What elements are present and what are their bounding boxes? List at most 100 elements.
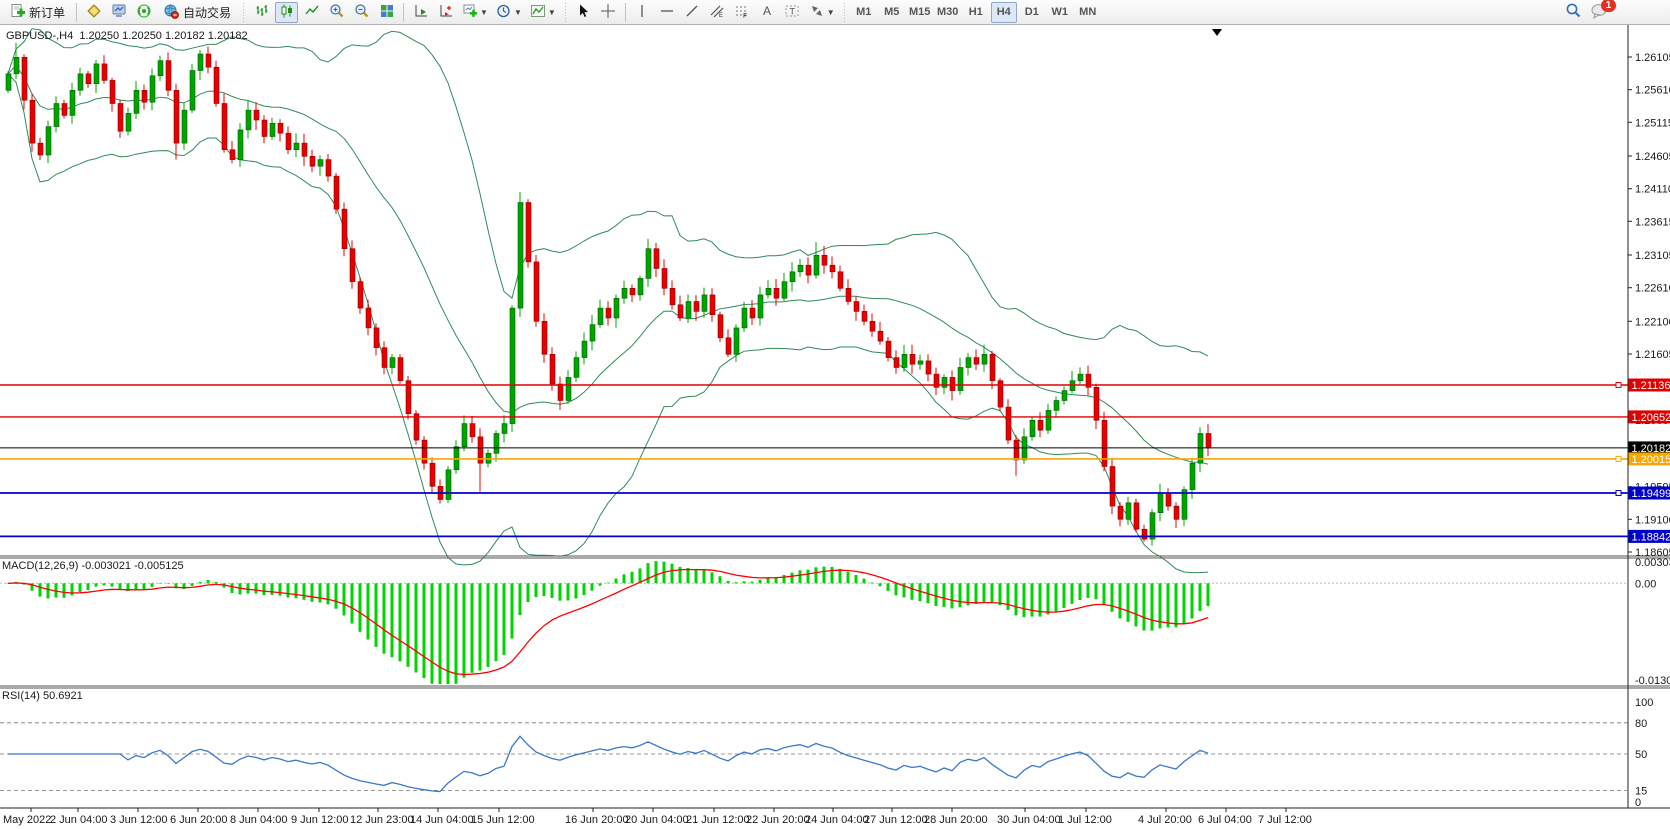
macd-histogram-bar [182, 583, 186, 590]
price-line-label-box [1628, 452, 1670, 466]
timeframe-h4[interactable]: H4 [990, 1, 1017, 23]
macd-histogram-bar [846, 571, 850, 584]
chart-header: GBPUSD-,H4 1.20250 1.20250 1.20182 1.201… [6, 30, 248, 42]
fibonacci-tool[interactable]: F [731, 2, 754, 23]
indicators-dropdown[interactable]: ▼ [527, 2, 559, 23]
trendline-tool[interactable] [681, 2, 704, 23]
macd-histogram-bar [790, 572, 794, 584]
timeframe-w1[interactable]: W1 [1051, 6, 1068, 18]
candle-body [1029, 419, 1036, 438]
candle-body [1005, 406, 1012, 441]
macd-histogram-bar [886, 583, 890, 591]
macd-histogram-bar [1038, 583, 1042, 617]
candle-body [317, 159, 324, 167]
period-dropdown[interactable]: ▼ [493, 2, 525, 23]
chart-shift-marker[interactable] [1212, 29, 1222, 36]
candle-body [533, 261, 540, 322]
new-chart-dropdown[interactable]: ▼ [459, 2, 491, 23]
chart-area[interactable]: 1.26105 1.25610 1.25115 1.24605 1.24110 1.236… [0, 25, 1670, 829]
search-button[interactable] [1562, 2, 1585, 23]
candle-body [549, 353, 556, 385]
market-watch-button[interactable] [82, 2, 105, 23]
line-chart-button[interactable] [300, 2, 323, 23]
candle-body [101, 63, 108, 81]
candle-body [1165, 492, 1172, 507]
price-line-handle[interactable] [1615, 382, 1622, 388]
macd-histogram-bar [574, 583, 578, 599]
text-label-tool[interactable]: T [781, 2, 804, 23]
tile-windows-button[interactable] [375, 2, 398, 23]
candle-body [1101, 419, 1108, 467]
price-line-label: 1.20015 [1632, 454, 1670, 466]
arrows-dropdown[interactable]: ▼ [806, 2, 838, 23]
bar-chart-button[interactable] [250, 2, 273, 23]
candle-body [253, 109, 260, 121]
macd-histogram-bar [46, 583, 50, 599]
auto-scroll-button[interactable] [409, 2, 432, 23]
price-line-handle[interactable] [1615, 490, 1622, 496]
timeframe-m1[interactable]: M1 [856, 6, 872, 18]
zoom-in-button[interactable] [325, 2, 348, 23]
crosshair-button[interactable] [597, 2, 620, 23]
macd-histogram-bar [1094, 583, 1098, 600]
timeframe-mn[interactable]: MN [1079, 6, 1097, 18]
signals-button[interactable] [132, 2, 155, 23]
timeframe-d1[interactable]: D1 [1024, 6, 1039, 18]
timeframe-m5[interactable]: M5 [884, 6, 900, 18]
new-order-button[interactable]: 新订单 [3, 2, 71, 23]
macd-histogram-bar [814, 567, 818, 584]
autotrading-button[interactable]: 自动交易 [157, 2, 237, 23]
candle-body [205, 53, 212, 68]
chart-shift-button[interactable] [434, 2, 457, 23]
horizontal-line-tool[interactable] [656, 2, 679, 23]
price-tick-label: 1.23615 [1635, 216, 1670, 228]
macd-histogram-bar [870, 582, 874, 584]
chart-canvas[interactable]: 1.26105 1.25610 1.25115 1.24605 1.24110 1.236… [0, 25, 1670, 829]
cursor-button[interactable] [572, 2, 595, 23]
macd-histogram-bar [246, 583, 250, 594]
macd-histogram-bar [414, 583, 418, 673]
candle-body [381, 347, 388, 368]
dropdown-caret: ▼ [480, 7, 488, 17]
zoom-out-button[interactable] [350, 2, 373, 23]
candle-body [613, 297, 620, 319]
candles-layer [5, 29, 1222, 546]
macd-histogram-bar [742, 581, 746, 584]
macd-histogram-bar [422, 583, 426, 679]
macd-histogram-bar [1070, 583, 1074, 604]
vertical-line-tool[interactable] [631, 2, 654, 23]
chat-button[interactable]: 1 [1587, 0, 1616, 23]
macd-histogram-bar [838, 568, 842, 584]
rsi-layer: 100 80 50 150 [0, 697, 1653, 809]
terminal-window-button[interactable] [107, 2, 130, 23]
time-tick-label: 3 Jun 12:00 [110, 814, 168, 826]
timeframe-bar: M1 M5 M15 M30 H1 H4 D1 W1 MN [850, 1, 1102, 23]
macd-histogram-bar [950, 583, 954, 609]
candle-body [77, 73, 84, 91]
autotrading-label: 自动交易 [183, 5, 232, 20]
macd-histogram-bar [902, 583, 906, 598]
text-tool[interactable]: A [756, 2, 779, 23]
candle-body [1141, 528, 1148, 540]
time-tick-label: 21 Jun 12:00 [686, 814, 750, 826]
tile-windows-icon [379, 3, 395, 22]
macd-histogram-bar [518, 583, 522, 616]
macd-histogram-bar [1190, 583, 1194, 619]
candlestick-chart-button[interactable] [275, 1, 299, 23]
candle-body [637, 278, 644, 296]
candle-body [605, 307, 612, 319]
candle-body [861, 311, 868, 322]
timeframe-m30[interactable]: M30 [937, 6, 959, 18]
timeframe-h1[interactable]: H1 [968, 6, 983, 18]
candle-body [853, 301, 860, 312]
candle-body [53, 103, 60, 127]
macd-histogram-bar [622, 574, 626, 584]
candle-body [37, 142, 44, 156]
equidistant-channel-tool[interactable]: E [706, 2, 729, 23]
macd-histogram-bar [438, 583, 442, 684]
price-line-handle[interactable] [1615, 455, 1622, 462]
candle-body [733, 327, 740, 355]
candle-body [269, 123, 276, 137]
timeframe-m15[interactable]: M15 [909, 6, 931, 18]
